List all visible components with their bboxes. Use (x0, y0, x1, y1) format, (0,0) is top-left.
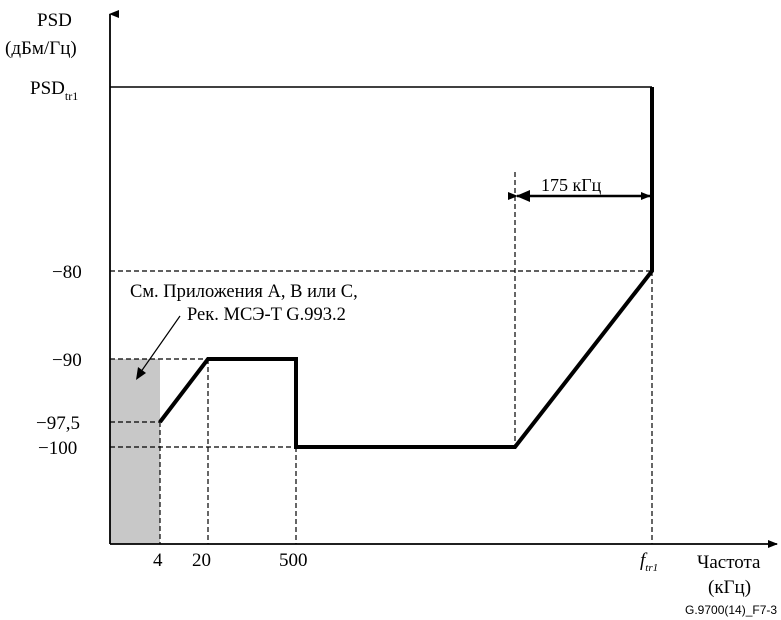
x-tick-label: 4 (153, 550, 163, 571)
bandwidth-arrow-left-head (516, 190, 530, 202)
x-axis-title-line2: (кГц) (708, 577, 751, 598)
y-axis-title-line1: PSD (37, 10, 72, 31)
x-axis-title-line1: Частота (697, 552, 761, 573)
psd-tr1-label: PSDtr1 (30, 78, 78, 103)
note-text-line1: См. Приложения A, B или C, (130, 282, 358, 302)
bandwidth-label: 175 кГц (541, 175, 602, 195)
y-axis-title-line2: (дБм/Гц) (5, 38, 77, 59)
ftr1-label: ftr1 (640, 550, 658, 574)
figure-id: G.9700(14)_F7-3 (685, 603, 777, 617)
y-tick-label: −100 (38, 438, 77, 459)
x-tick-label: 500 (279, 550, 308, 571)
x-tick-label: 20 (192, 550, 211, 571)
y-tick-label: −80 (52, 262, 82, 283)
shaded-region (110, 359, 160, 544)
y-tick-label: −90 (52, 350, 82, 371)
note-pointer-arrow (137, 315, 181, 377)
y-tick-label: −97,5 (36, 413, 80, 434)
dashed-guides (110, 172, 653, 544)
psd-mask-curve (158, 87, 654, 449)
note-text-line2: Рек. МСЭ-T G.993.2 (187, 305, 346, 325)
